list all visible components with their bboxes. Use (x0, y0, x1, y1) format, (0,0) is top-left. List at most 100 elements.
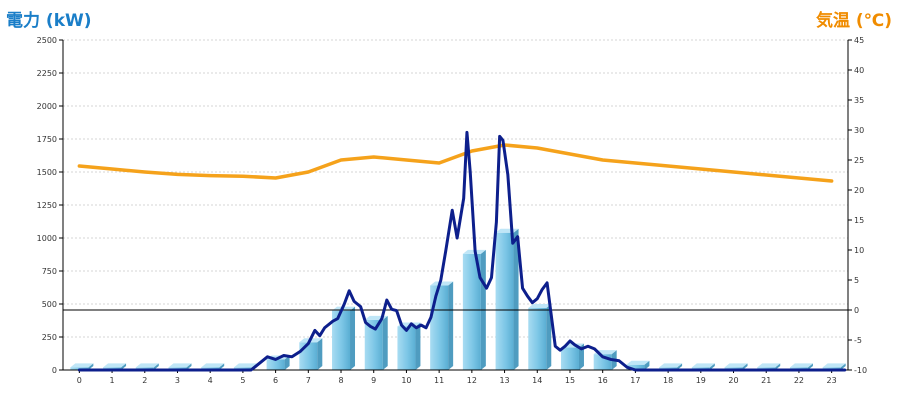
bar-side (350, 306, 356, 370)
left-tick-label: 500 (42, 300, 57, 309)
x-tick-label: 16 (598, 376, 608, 385)
bar (430, 285, 449, 370)
bar-side (317, 338, 323, 370)
x-tick-label: 19 (696, 376, 706, 385)
left-tick-label: 1500 (37, 168, 57, 177)
bar-top (724, 363, 748, 368)
bar (397, 326, 416, 370)
left-tick-label: 2000 (37, 102, 57, 111)
bar (266, 359, 285, 370)
right-tick-label: 30 (854, 126, 864, 135)
bar-top (430, 281, 454, 286)
right-tick-label: 10 (854, 246, 864, 255)
bar-top (757, 363, 781, 368)
bar-side (840, 363, 846, 370)
right-tick-label: 35 (854, 96, 864, 105)
bar (626, 364, 645, 370)
bar-side (742, 363, 748, 370)
bar-top (168, 363, 192, 368)
bar-side (284, 355, 290, 370)
bar-side (448, 281, 454, 370)
power-line (77, 130, 847, 372)
right-tick-label: -10 (854, 366, 867, 375)
bar-top (626, 360, 650, 365)
bar-top (135, 363, 159, 368)
bar-side (709, 363, 715, 370)
left-tick-label: 1750 (37, 135, 57, 144)
right-tick-label: 0 (854, 306, 859, 315)
bar (299, 342, 318, 370)
x-tick-label: 2 (142, 376, 147, 385)
right-tick-label: 20 (854, 186, 864, 195)
x-tick-label: 0 (77, 376, 82, 385)
left-tick-label: 1000 (37, 234, 57, 243)
left-tick-label: 2250 (37, 69, 57, 78)
bar (528, 307, 547, 370)
x-tick-label: 3 (175, 376, 180, 385)
right-tick-label: 5 (854, 276, 859, 285)
x-tick-label: 6 (273, 376, 278, 385)
bar-top (103, 363, 127, 368)
right-axis-title: 気温 (℃) (815, 11, 892, 31)
bar-side (219, 363, 225, 370)
x-tick-label: 8 (338, 376, 343, 385)
bar-top (822, 363, 846, 368)
bar-side (121, 363, 127, 370)
bar (560, 347, 579, 370)
x-tick-label: 22 (794, 376, 804, 385)
x-tick-label: 17 (630, 376, 640, 385)
x-tick-label: 9 (371, 376, 376, 385)
x-tick-label: 18 (663, 376, 673, 385)
bar-side (807, 363, 813, 370)
x-tick-label: 10 (401, 376, 411, 385)
bar (332, 310, 351, 370)
bar-side (513, 228, 519, 370)
x-tick-label: 13 (499, 376, 509, 385)
bar-side (382, 315, 388, 370)
bar-side (775, 363, 781, 370)
x-tick-label: 23 (827, 376, 837, 385)
bar-top (789, 363, 813, 368)
x-tick-label: 11 (434, 376, 444, 385)
lines-group (77, 130, 847, 372)
bar-side (186, 363, 192, 370)
x-tick-label: 1 (110, 376, 115, 385)
bar-side (578, 343, 584, 370)
right-tick-label: 45 (854, 36, 864, 45)
left-axis-title: 電力 (kW) (6, 11, 92, 31)
x-tick-label: 20 (728, 376, 738, 385)
bar-top (691, 363, 715, 368)
gridlines (63, 39, 848, 338)
tick-labels: 02505007501000125015001750200022502500-1… (37, 36, 867, 385)
bar-top (233, 363, 257, 368)
bar-side (644, 360, 650, 370)
left-tick-label: 750 (42, 267, 57, 276)
x-tick-label: 5 (240, 376, 245, 385)
left-tick-label: 0 (52, 366, 57, 375)
x-tick-label: 15 (565, 376, 575, 385)
bar-side (677, 363, 683, 370)
left-tick-label: 1250 (37, 201, 57, 210)
x-tick-label: 21 (761, 376, 771, 385)
right-tick-label: 25 (854, 156, 864, 165)
x-tick-label: 14 (532, 376, 542, 385)
bar-top (201, 363, 225, 368)
axes (59, 39, 852, 373)
right-tick-label: -5 (854, 336, 862, 345)
bar (495, 232, 514, 370)
right-tick-label: 15 (854, 216, 864, 225)
left-tick-label: 2500 (37, 36, 57, 45)
bars-group (70, 228, 846, 370)
x-tick-label: 7 (306, 376, 311, 385)
bar-side (88, 363, 94, 370)
x-tick-label: 4 (208, 376, 213, 385)
bar (364, 319, 383, 370)
x-tick-label: 12 (467, 376, 477, 385)
bar-side (153, 363, 159, 370)
bar-top (659, 363, 683, 368)
bar-side (546, 303, 552, 370)
bar-top (70, 363, 94, 368)
bar (462, 253, 481, 370)
bar-side (415, 322, 421, 370)
